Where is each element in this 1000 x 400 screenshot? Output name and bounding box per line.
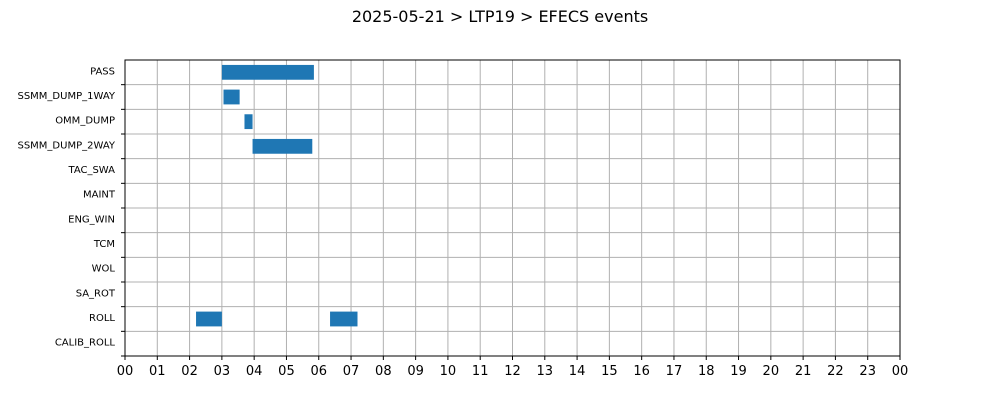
- x-tick-label: 08: [375, 364, 392, 379]
- y-tick-label: TCM: [93, 239, 115, 250]
- event-bar-roll: [196, 311, 222, 327]
- x-tick-label: 07: [343, 364, 360, 379]
- x-tick-label: 03: [214, 364, 231, 379]
- y-tick-label: OMM_DUMP: [55, 116, 115, 127]
- y-tick-label: SSMM_DUMP_1WAY: [17, 91, 115, 102]
- y-tick-label: SA_ROT: [76, 288, 116, 299]
- x-tick-label: 16: [633, 364, 650, 379]
- y-tick-label: PASS: [90, 66, 115, 77]
- event-bar-ssmm-dump-2way: [252, 138, 313, 154]
- x-tick-label: 11: [472, 364, 489, 379]
- x-tick-label: 23: [859, 364, 876, 379]
- y-tick-label: TAC_SWA: [67, 165, 115, 176]
- x-tick-label: 19: [730, 364, 747, 379]
- x-tick-label: 14: [569, 364, 586, 379]
- x-tick-label: 10: [440, 364, 457, 379]
- x-tick-label: 15: [601, 364, 618, 379]
- x-tick-label: 04: [246, 364, 263, 379]
- x-tick-label: 00: [892, 364, 909, 379]
- bars-layer: [196, 64, 358, 327]
- x-tick-label: 02: [181, 364, 198, 379]
- y-tick-label: WOL: [92, 264, 116, 275]
- chart-title: 2025-05-21 > LTP19 > EFECS events: [352, 7, 648, 26]
- event-bar-ssmm-dump-1way: [223, 89, 240, 105]
- x-tick-label: 05: [278, 364, 295, 379]
- y-tick-label: MAINT: [83, 190, 116, 201]
- event-bar-roll: [330, 311, 358, 327]
- grid-layer: [125, 60, 900, 356]
- event-bar-pass: [221, 64, 314, 80]
- y-tick-label: ENG_WIN: [68, 214, 115, 225]
- x-tick-label: 22: [827, 364, 844, 379]
- x-tick-label: 00: [117, 364, 134, 379]
- y-tick-label: CALIB_ROLL: [55, 338, 116, 349]
- y-tick-label: ROLL: [89, 313, 115, 324]
- x-tick-label: 21: [795, 364, 812, 379]
- x-tick-label: 06: [310, 364, 327, 379]
- y-axis: PASS SSMM_DUMP_1WAY OMM_DUMP SSMM_DUMP_2WAY…: [17, 66, 125, 357]
- y-tick-label: SSMM_DUMP_2WAY: [17, 140, 115, 151]
- x-tick-label: 20: [763, 364, 780, 379]
- x-tick-label: 09: [407, 364, 424, 379]
- x-tick-label: 12: [504, 364, 521, 379]
- x-tick-label: 01: [149, 364, 166, 379]
- event-bar-omm-dump: [244, 114, 253, 130]
- x-axis: 00 01 02 03 04 05 06 07 08 09 10 11 12 13 14 15 16 17 18 19…: [117, 356, 909, 379]
- x-tick-label: 18: [698, 364, 715, 379]
- x-tick-label: 17: [666, 364, 683, 379]
- x-tick-label: 13: [537, 364, 554, 379]
